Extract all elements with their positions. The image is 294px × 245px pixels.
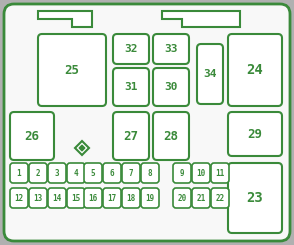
FancyBboxPatch shape xyxy=(10,112,54,160)
FancyBboxPatch shape xyxy=(84,188,102,208)
FancyBboxPatch shape xyxy=(67,163,85,183)
FancyBboxPatch shape xyxy=(113,68,149,106)
FancyBboxPatch shape xyxy=(48,163,66,183)
FancyBboxPatch shape xyxy=(103,188,121,208)
Polygon shape xyxy=(162,11,240,27)
Text: 26: 26 xyxy=(24,130,39,143)
FancyBboxPatch shape xyxy=(173,188,191,208)
FancyBboxPatch shape xyxy=(192,163,210,183)
FancyBboxPatch shape xyxy=(211,188,229,208)
Text: 33: 33 xyxy=(164,44,178,54)
Text: 15: 15 xyxy=(71,194,81,203)
Text: 24: 24 xyxy=(247,63,263,77)
FancyBboxPatch shape xyxy=(67,188,85,208)
FancyBboxPatch shape xyxy=(211,163,229,183)
Text: 18: 18 xyxy=(126,194,136,203)
FancyBboxPatch shape xyxy=(153,68,189,106)
Text: 27: 27 xyxy=(123,130,138,143)
FancyBboxPatch shape xyxy=(122,188,140,208)
Text: 16: 16 xyxy=(88,194,98,203)
FancyBboxPatch shape xyxy=(84,163,102,183)
Text: 19: 19 xyxy=(145,194,155,203)
Polygon shape xyxy=(38,11,92,27)
Text: 5: 5 xyxy=(91,169,95,177)
Polygon shape xyxy=(75,141,89,155)
Text: 3: 3 xyxy=(55,169,59,177)
FancyBboxPatch shape xyxy=(197,44,223,104)
Text: 6: 6 xyxy=(110,169,114,177)
Text: 32: 32 xyxy=(124,44,138,54)
Text: 17: 17 xyxy=(107,194,117,203)
FancyBboxPatch shape xyxy=(228,112,282,156)
FancyBboxPatch shape xyxy=(122,163,140,183)
Text: 9: 9 xyxy=(180,169,184,177)
FancyBboxPatch shape xyxy=(48,188,66,208)
Text: 1: 1 xyxy=(17,169,21,177)
FancyBboxPatch shape xyxy=(113,34,149,64)
Text: 11: 11 xyxy=(216,169,225,177)
Text: 31: 31 xyxy=(124,82,138,92)
FancyBboxPatch shape xyxy=(113,112,149,160)
Text: 22: 22 xyxy=(216,194,225,203)
Polygon shape xyxy=(79,145,85,151)
FancyBboxPatch shape xyxy=(4,4,290,241)
Text: 12: 12 xyxy=(14,194,24,203)
Text: 34: 34 xyxy=(203,69,217,79)
FancyBboxPatch shape xyxy=(153,34,189,64)
FancyBboxPatch shape xyxy=(10,188,28,208)
Text: 28: 28 xyxy=(163,130,178,143)
FancyBboxPatch shape xyxy=(103,163,121,183)
FancyBboxPatch shape xyxy=(141,163,159,183)
FancyBboxPatch shape xyxy=(228,163,282,233)
Text: 20: 20 xyxy=(177,194,187,203)
Text: 30: 30 xyxy=(164,82,178,92)
Text: 29: 29 xyxy=(248,127,263,140)
FancyBboxPatch shape xyxy=(153,112,189,160)
FancyBboxPatch shape xyxy=(29,163,47,183)
FancyBboxPatch shape xyxy=(29,188,47,208)
Text: 7: 7 xyxy=(129,169,133,177)
FancyBboxPatch shape xyxy=(10,163,28,183)
Text: 2: 2 xyxy=(36,169,40,177)
FancyBboxPatch shape xyxy=(192,188,210,208)
FancyBboxPatch shape xyxy=(38,34,106,106)
Text: 21: 21 xyxy=(196,194,206,203)
Text: 25: 25 xyxy=(64,63,79,76)
Text: 10: 10 xyxy=(196,169,206,177)
Text: 14: 14 xyxy=(52,194,62,203)
Text: 23: 23 xyxy=(247,191,263,205)
Text: 8: 8 xyxy=(148,169,152,177)
FancyBboxPatch shape xyxy=(228,34,282,106)
FancyBboxPatch shape xyxy=(173,163,191,183)
FancyBboxPatch shape xyxy=(141,188,159,208)
Text: 4: 4 xyxy=(74,169,78,177)
Text: 13: 13 xyxy=(34,194,43,203)
